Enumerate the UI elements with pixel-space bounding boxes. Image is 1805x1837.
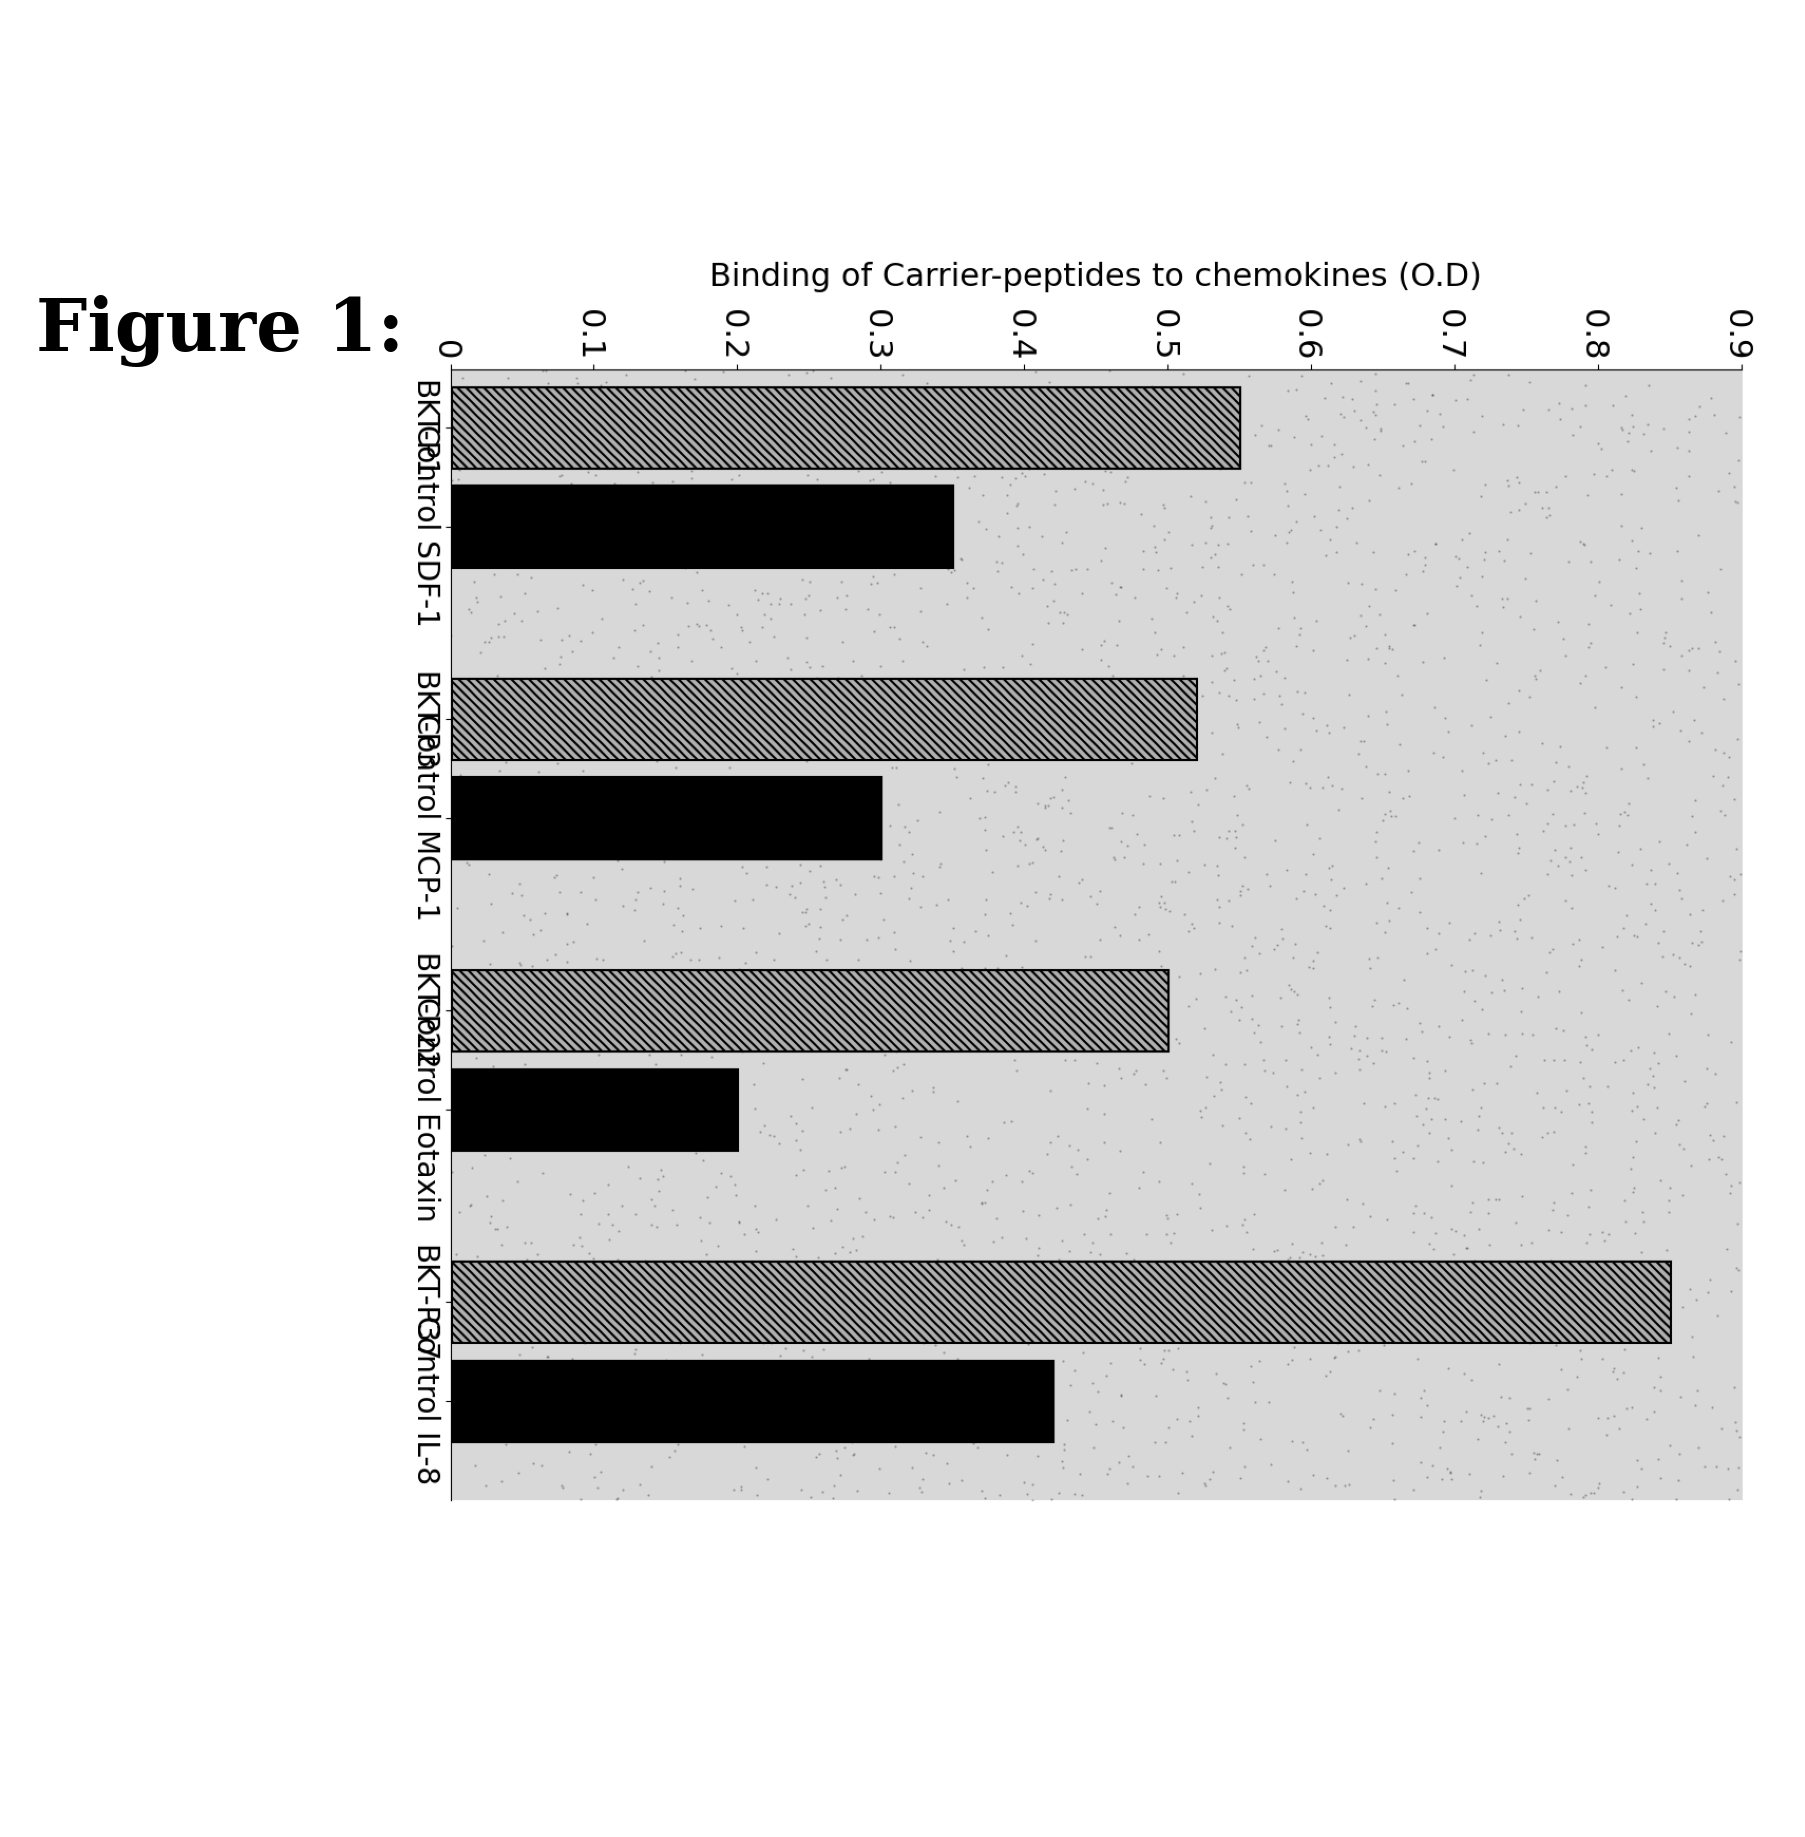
Text: Figure 1:: Figure 1: (36, 294, 404, 367)
